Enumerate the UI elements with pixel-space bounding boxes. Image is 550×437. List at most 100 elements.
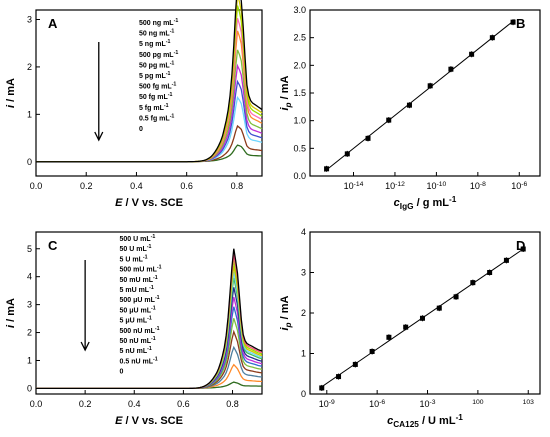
- series-curve: [36, 381, 262, 390]
- x-tick-label: 0.2: [79, 399, 92, 409]
- x-tick-label: 0.2: [80, 181, 93, 191]
- y-tick-label: 0: [27, 383, 32, 393]
- x-tick-label: 0.8: [231, 181, 244, 191]
- data-point: [419, 315, 425, 321]
- panel-letter: B: [516, 16, 525, 31]
- legend-entry: 500 mU mL-1: [120, 265, 162, 274]
- panel-c: 0 1 2 3 4 5 0.0 0.2 0.4 0.6 0.8 C E / V vs. SCE i / m…: [5, 231, 263, 427]
- y-tick-label: 0.0: [293, 171, 306, 181]
- legend-entry: 500 μU mL-1: [120, 295, 160, 304]
- legend-entry: 50 U mL-1: [120, 244, 152, 253]
- y-tick-label: 2: [27, 62, 32, 72]
- legend-entry: 500 nU mL-1: [120, 326, 160, 335]
- legend-entry: 50 μU mL-1: [120, 305, 156, 314]
- data-point: [448, 66, 454, 72]
- x-tick-label: 0.8: [226, 399, 239, 409]
- panel-a: 0 1 2 3 0.0 0.2 0.4 0.6 0.8 A E / V vs. SCE i / mA 5…: [5, 0, 263, 209]
- legend-entry: 50 ng mL-1: [139, 29, 174, 38]
- data-point: [344, 151, 350, 157]
- panel-letter: A: [48, 16, 58, 31]
- legend-entry: 5 mU mL-1: [120, 285, 154, 294]
- legend-entry: 500 ng mL-1: [139, 18, 178, 27]
- legend-entry: 0.5 fg mL-1: [139, 113, 174, 122]
- data-point: [386, 117, 392, 123]
- x-tick-label: 10-12: [385, 181, 405, 191]
- x-tick-label: 103: [523, 399, 535, 406]
- legend-entry: 500 U mL-1: [120, 234, 156, 243]
- series-curve: [36, 248, 263, 390]
- data-point: [487, 270, 493, 275]
- data-point: [403, 324, 409, 330]
- y-tick-label: 0: [301, 389, 306, 399]
- legend-entry: 50 fg mL-1: [139, 92, 173, 101]
- y-tick-label: 0: [27, 157, 32, 167]
- legend-entry: 50 pg mL-1: [139, 60, 174, 69]
- x-tick-label: 0.0: [30, 181, 43, 191]
- plot-frame: [35, 9, 263, 177]
- data-point: [386, 334, 392, 340]
- x-tick-label: 0.6: [177, 399, 190, 409]
- legend-entry: 50 mU mL-1: [120, 275, 158, 284]
- y-tick-label: 3: [27, 300, 32, 310]
- x-tick-label: 0.0: [30, 399, 43, 409]
- y-tick-label: 3: [27, 14, 32, 24]
- data-point: [503, 257, 509, 263]
- y-tick-label: 1.5: [293, 88, 306, 98]
- panel-letter: C: [48, 238, 58, 253]
- plot-frame: [309, 231, 541, 395]
- y-tick-label: 2.0: [293, 60, 306, 70]
- data-point: [489, 35, 495, 41]
- legend-entry: 5 fg mL-1: [139, 103, 169, 112]
- y-tick-label: 1: [27, 109, 32, 119]
- data-point: [369, 348, 375, 354]
- trend-arrow-head: [94, 131, 104, 142]
- x-tick-label: 0.4: [130, 181, 143, 191]
- fit-line: [324, 19, 516, 172]
- x-tick-label: 0.6: [180, 181, 193, 191]
- y-tick-label: 5: [27, 244, 32, 254]
- data-point: [453, 294, 459, 300]
- legend-entry: 500 fg mL-1: [139, 82, 176, 91]
- data-point: [336, 374, 342, 380]
- y-axis-label: ip / mA: [279, 295, 293, 330]
- legend-entry: 5 pg mL-1: [139, 71, 171, 80]
- data-point: [365, 135, 371, 141]
- legend-entry: 500 pg mL-1: [139, 50, 178, 59]
- data-point: [436, 305, 442, 311]
- x-axis-label: cCA125 / U mL-1: [387, 413, 463, 429]
- y-axis-label: i / mA: [5, 298, 17, 328]
- y-tick-label: 2: [27, 328, 32, 338]
- y-tick-label: 1: [27, 355, 32, 365]
- x-axis-label: cIgG / g mL-1: [394, 195, 457, 211]
- series-curve: [36, 144, 262, 163]
- trend-arrow-head: [80, 341, 90, 352]
- y-tick-label: 1: [301, 349, 306, 359]
- legend-entry: 5 μU mL-1: [120, 316, 152, 325]
- panel-letter: D: [516, 238, 525, 253]
- data-point: [510, 19, 516, 25]
- x-tick-label: 100: [472, 399, 484, 406]
- data-point: [352, 361, 358, 367]
- y-tick-label: 0.5: [293, 143, 306, 153]
- y-axis-label: i / mA: [5, 78, 17, 108]
- plot-frame: [35, 231, 263, 395]
- series-curve: [36, 0, 263, 163]
- x-tick-label: 10-3: [420, 399, 436, 409]
- panel-b: 0.0 0.5 1.0 1.5 2.0 2.5 3.0 10-14 10-12 10-10 10-8…: [279, 5, 541, 211]
- x-tick-label: 10-6: [369, 399, 385, 409]
- legend-entry: 5 nU mL-1: [120, 346, 152, 355]
- x-tick-label: 0.4: [128, 399, 141, 409]
- data-point: [470, 280, 476, 286]
- y-tick-label: 2: [301, 308, 306, 318]
- data-point: [324, 166, 330, 172]
- legend-entry: 0: [120, 369, 124, 376]
- legend-entry: 0.5 nU mL-1: [120, 356, 158, 365]
- legend-entry: 0: [139, 126, 143, 133]
- y-tick-label: 2.5: [293, 33, 306, 43]
- legend-entry: 50 nU mL-1: [120, 336, 156, 345]
- y-axis-label: ip / mA: [279, 75, 293, 110]
- x-tick-label: 10-14: [344, 181, 364, 191]
- x-tick-label: 10-9: [319, 399, 335, 409]
